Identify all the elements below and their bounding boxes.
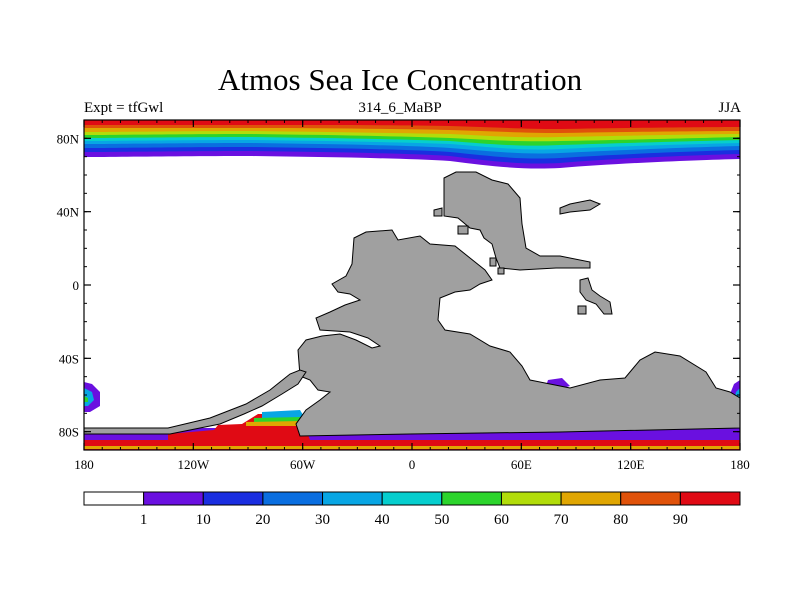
- colorbar-box: [322, 491, 383, 506]
- colorbar-label: 90: [673, 512, 688, 528]
- colorbar-label: 20: [255, 512, 270, 528]
- experiment-label: Expt = tfGwl: [84, 100, 164, 116]
- land: [84, 171, 740, 437]
- land-north-asia: [443, 171, 591, 271]
- y-tick-label: 80S: [59, 425, 79, 440]
- land-islet-4: [497, 267, 505, 275]
- land-islet-3: [489, 257, 497, 267]
- season-label: JJA: [718, 100, 741, 116]
- land-islet-1: [433, 207, 443, 217]
- colorbar-label: 40: [375, 512, 390, 528]
- x-tick-label: 120W: [177, 457, 210, 472]
- land-islet-2: [457, 225, 469, 235]
- y-tick-label: 0: [73, 278, 80, 293]
- colorbar-box: [560, 491, 622, 506]
- colorbar-box: [381, 491, 443, 506]
- colorbar-box: [441, 491, 502, 506]
- colorbar-box: [202, 491, 264, 506]
- x-tick-label: 60W: [290, 457, 316, 472]
- colorbar-label: 30: [315, 512, 330, 528]
- land-southeast-asia-1: [579, 277, 613, 315]
- colorbar-box: [620, 491, 681, 506]
- x-tick-label: 180: [74, 457, 94, 472]
- land-southeast-asia-2: [577, 305, 587, 315]
- colorbar-box: [143, 491, 204, 506]
- colorbar-label: 1: [140, 512, 148, 528]
- map-area: [84, 120, 740, 450]
- colorbar-box: [262, 491, 324, 506]
- colorbar-label: 50: [434, 512, 449, 528]
- colorbar-box: [679, 491, 741, 506]
- edge-ice-left-3: [84, 396, 88, 402]
- x-tick-label: 60E: [511, 457, 532, 472]
- land-pangaea-main: [295, 229, 740, 437]
- colorbar: 1 10 20 30 40 50 60 70 80 90: [83, 491, 741, 528]
- y-tick-label: 40S: [59, 351, 79, 366]
- x-tick-label: 180: [730, 457, 750, 472]
- colorbar-label: 10: [196, 512, 211, 528]
- antarctic-ice-gradient-3: [246, 421, 303, 426]
- colorbar-label: 60: [494, 512, 509, 528]
- colorbar-box: [83, 491, 145, 506]
- land-east-asia: [559, 199, 602, 215]
- period-label: 314_6_MaBP: [358, 100, 442, 116]
- axis-ticks: 180 120W 60W 0 60E 120E 180 80N 40N 0 40S 80S: [57, 120, 750, 472]
- plot-title: Atmos Sea Ice Concentration: [217, 62, 583, 97]
- colorbar-label: 70: [554, 512, 569, 528]
- x-tick-label: 120E: [617, 457, 645, 472]
- y-tick-label: 40N: [57, 205, 80, 220]
- colorbar-label: 80: [613, 512, 628, 528]
- land-antarctic-shelf: [84, 369, 307, 435]
- y-tick-label: 80N: [57, 131, 80, 146]
- colorbar-box: [500, 491, 562, 506]
- x-tick-label: 0: [409, 457, 416, 472]
